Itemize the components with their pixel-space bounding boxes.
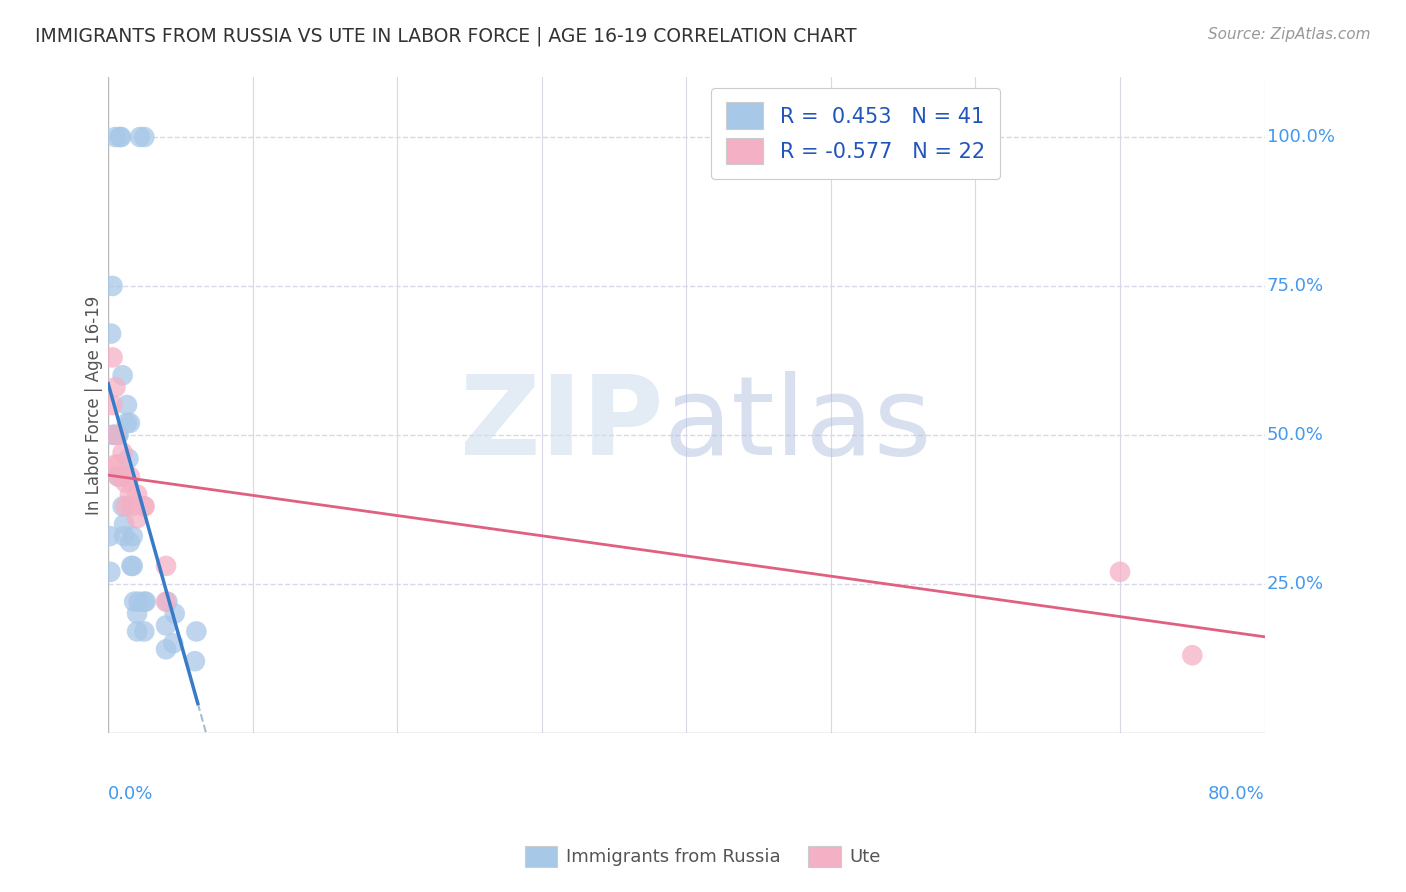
Point (111, 446, 134, 460)
Point (107, 469, 129, 483)
Point (103, 428, 125, 442)
Legend: Immigrants from Russia, Ute: Immigrants from Russia, Ute (517, 838, 889, 874)
Y-axis label: In Labor Force | Age 16-19: In Labor Force | Age 16-19 (86, 295, 103, 515)
Point (107, 458, 129, 472)
Point (134, 500, 156, 514)
Point (118, 535, 141, 549)
Point (121, 558, 143, 573)
Text: 75.0%: 75.0% (1267, 277, 1324, 295)
Point (134, 130, 156, 145)
Point (112, 529, 135, 543)
Point (134, 500, 156, 514)
Point (107, 428, 129, 442)
Point (98, 565, 121, 579)
Point (111, 368, 134, 383)
Point (162, 636, 184, 650)
Point (104, 428, 127, 442)
Point (163, 607, 186, 621)
Legend: R =  0.453   N = 41, R = -0.577   N = 22: R = 0.453 N = 41, R = -0.577 N = 22 (711, 87, 1000, 179)
Point (155, 594, 177, 608)
Point (101, 398, 124, 412)
Point (117, 451, 139, 466)
Point (110, 130, 132, 145)
Point (122, 594, 145, 608)
Point (134, 624, 156, 639)
Point (1181, 648, 1204, 663)
Point (1109, 565, 1132, 579)
Text: Source: ZipAtlas.com: Source: ZipAtlas.com (1208, 27, 1371, 42)
Text: atlas: atlas (664, 371, 932, 478)
Point (104, 130, 127, 145)
Text: 80.0%: 80.0% (1208, 785, 1264, 803)
Point (115, 398, 138, 412)
Point (127, 511, 149, 525)
Point (111, 469, 134, 483)
Point (155, 642, 177, 657)
Point (111, 469, 134, 483)
Text: 50.0%: 50.0% (1267, 425, 1324, 444)
Point (118, 416, 141, 430)
Point (184, 654, 207, 668)
Point (156, 594, 179, 608)
Text: 0.0%: 0.0% (108, 785, 153, 803)
Point (186, 624, 208, 639)
Point (101, 351, 124, 365)
Point (155, 618, 177, 632)
Point (98, 529, 121, 543)
Point (114, 500, 136, 514)
Point (115, 416, 138, 430)
Point (101, 279, 124, 293)
Text: 25.0%: 25.0% (1267, 574, 1324, 593)
Point (107, 428, 129, 442)
Point (155, 558, 177, 573)
Point (108, 130, 131, 145)
Point (104, 458, 127, 472)
Point (120, 500, 142, 514)
Point (128, 594, 150, 608)
Point (129, 130, 152, 145)
Point (112, 517, 135, 532)
Point (114, 475, 136, 490)
Point (118, 487, 141, 501)
Point (121, 529, 143, 543)
Point (101, 428, 124, 442)
Text: ZIP: ZIP (460, 371, 664, 478)
Point (127, 607, 149, 621)
Point (104, 380, 127, 394)
Point (107, 469, 129, 483)
Point (120, 558, 142, 573)
Text: 100.0%: 100.0% (1267, 128, 1334, 146)
Point (100, 326, 122, 341)
Text: IMMIGRANTS FROM RUSSIA VS UTE IN LABOR FORCE | AGE 16-19 CORRELATION CHART: IMMIGRANTS FROM RUSSIA VS UTE IN LABOR F… (35, 27, 856, 46)
Point (127, 487, 149, 501)
Point (118, 469, 141, 483)
Point (134, 594, 156, 608)
Point (127, 624, 149, 639)
Point (111, 500, 134, 514)
Point (135, 594, 157, 608)
